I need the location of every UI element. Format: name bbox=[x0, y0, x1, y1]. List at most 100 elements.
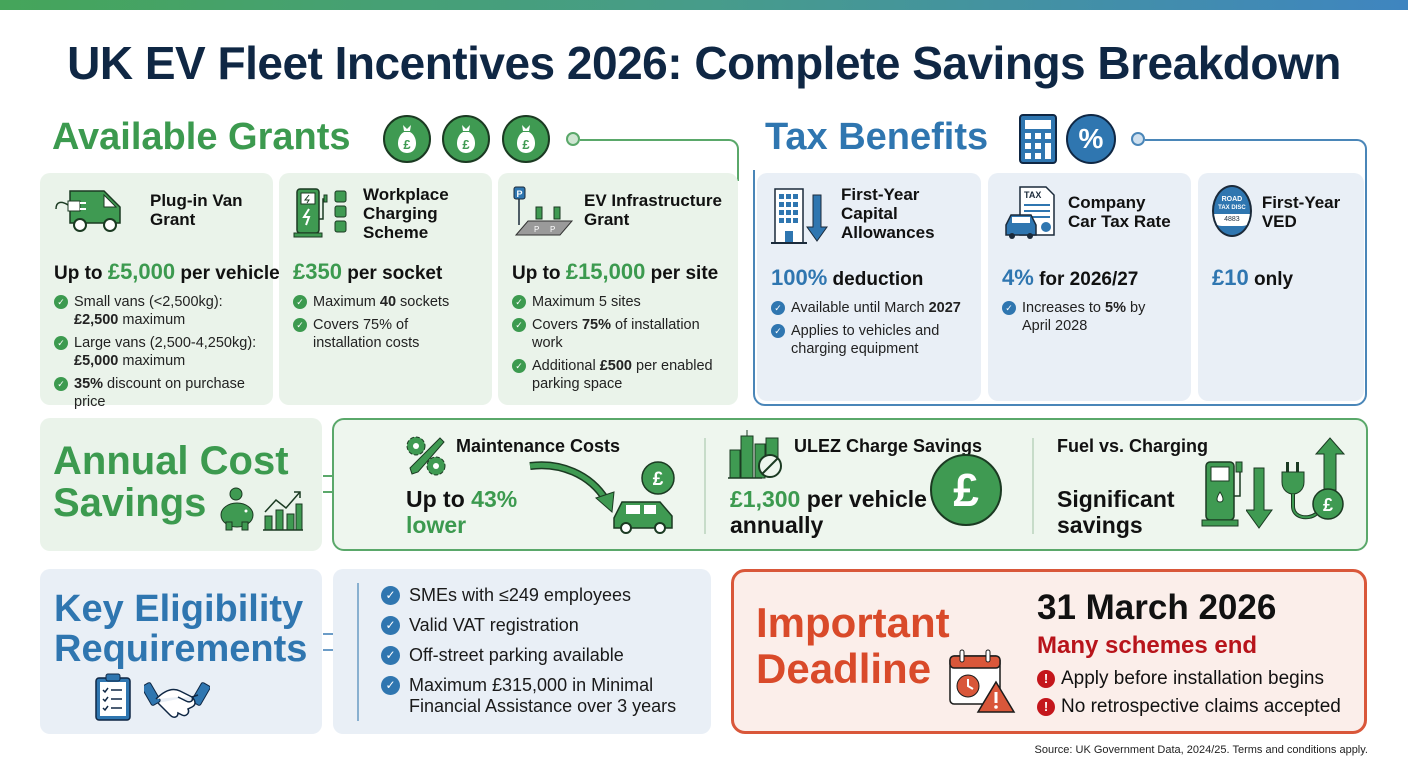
grants-heading: Available Grants bbox=[52, 116, 351, 158]
alert-icon: ! bbox=[1037, 670, 1055, 688]
connector-dot bbox=[1131, 132, 1145, 146]
svg-text:P: P bbox=[550, 225, 555, 234]
list-item: ✓ Applies to vehicles and charging equipm… bbox=[771, 322, 967, 358]
alert-icon: ! bbox=[1037, 698, 1055, 716]
fuel-pump-icon bbox=[1200, 436, 1248, 532]
list-item: ✓ Off-street parking available bbox=[381, 645, 681, 666]
svg-text:TAX: TAX bbox=[1024, 190, 1041, 200]
calculator-icon bbox=[1019, 114, 1057, 164]
card-title: Company Car Tax Rate bbox=[1068, 193, 1171, 231]
check-icon: ✓ bbox=[771, 324, 785, 338]
card-headline: 4% for 2026/27 bbox=[1002, 265, 1139, 290]
card-title: Plug-in Van Grant bbox=[150, 191, 243, 229]
page-title: UK EV Fleet Incentives 2026: Complete Sa… bbox=[67, 37, 1341, 89]
card-title: First-Year Capital Allowances bbox=[841, 185, 935, 242]
pound-coin-icon: £ bbox=[930, 454, 1002, 526]
check-icon: ✓ bbox=[54, 336, 68, 350]
check-icon: ✓ bbox=[512, 359, 526, 373]
check-icon: ✓ bbox=[381, 616, 400, 635]
savings-item-title: Fuel vs. Charging bbox=[1057, 436, 1209, 456]
svg-text:P: P bbox=[534, 225, 539, 234]
card-headline: 100% deduction bbox=[771, 265, 924, 290]
list-item: ✓ Covers 75% of installation costs bbox=[293, 316, 478, 352]
car-pound-icon: £ bbox=[520, 458, 680, 534]
tax-heading: Tax Benefits bbox=[765, 116, 989, 158]
savings-item-title: Maintenance Costs bbox=[456, 436, 621, 456]
svg-text:P: P bbox=[516, 189, 522, 199]
list-item: ✓ Valid VAT registration bbox=[381, 615, 681, 636]
list-item: ✓ Available until March 2027 bbox=[771, 299, 967, 317]
deadline-list: ! Apply before installation begins ! No re… bbox=[1037, 668, 1341, 724]
card-headline: Up to £15,000 per site bbox=[512, 259, 719, 284]
divider bbox=[704, 438, 706, 534]
card-headline: £10 only bbox=[1212, 265, 1294, 290]
connector-dot bbox=[566, 132, 580, 146]
svg-text:£: £ bbox=[653, 469, 664, 490]
tax-card-company-car: TAX Company Car Tax Rate 4% for 2026/27 … bbox=[988, 173, 1191, 401]
list-item: ✓ Maximum 5 sites bbox=[512, 293, 724, 311]
list-item: ✓ Additional £500 per enabled parking spa… bbox=[512, 357, 724, 393]
tax-card-capital-allowances: First-Year Capital Allowances 100% deduc… bbox=[757, 173, 981, 401]
check-icon: ✓ bbox=[381, 646, 400, 665]
plug-pound-arrows-icon: £ bbox=[1246, 434, 1354, 534]
city-no-charge-icon bbox=[728, 430, 784, 480]
list-item: ✓ 35% discount on purchase price bbox=[54, 375, 259, 411]
calendar-warning-icon bbox=[948, 648, 1018, 718]
eligibility-list: ✓ SMEs with ≤249 employees ✓ Valid VAT reg… bbox=[381, 585, 681, 726]
bullet-list: ✓ Maximum 5 sites ✓ Covers 75% of installa… bbox=[512, 293, 724, 393]
list-item: ✓ Maximum £315,000 in Minimal Financial A… bbox=[381, 675, 681, 717]
list-item: ! Apply before installation begins bbox=[1037, 668, 1341, 690]
list-item: ✓ SMEs with ≤249 employees bbox=[381, 585, 681, 606]
eligibility-heading: Key Eligibility Requirements bbox=[54, 588, 308, 670]
check-icon: ✓ bbox=[54, 295, 68, 309]
card-title: Workplace Charging Scheme bbox=[363, 185, 449, 242]
connector-line bbox=[1145, 139, 1367, 181]
tax-document-car-icon: TAX bbox=[1002, 185, 1058, 241]
check-icon: ✓ bbox=[293, 318, 307, 332]
bullet-list: ✓ Small vans (<2,500kg): £2,500 maximum ✓… bbox=[54, 293, 259, 411]
check-icon: ✓ bbox=[381, 586, 400, 605]
svg-text:£: £ bbox=[403, 137, 411, 152]
deadline-subtitle: Many schemes end bbox=[1037, 632, 1258, 659]
handshake-icon bbox=[144, 675, 210, 721]
savings-heading-panel: Annual Cost Savings bbox=[40, 418, 322, 551]
savings-item-value: Up to 43% lower bbox=[406, 486, 518, 538]
check-icon: ✓ bbox=[293, 295, 307, 309]
card-headline: £350 per socket bbox=[293, 259, 443, 284]
tax-section-outline bbox=[753, 170, 1367, 406]
savings-item-value: Significant savings bbox=[1057, 486, 1175, 538]
check-icon: ✓ bbox=[54, 377, 68, 391]
electric-van-icon bbox=[54, 185, 130, 233]
list-item: ✓ Covers 75% of installation work bbox=[512, 316, 724, 352]
road-tax-disc-icon: ROAD TAX DISC 4883 bbox=[1212, 185, 1252, 237]
bullet-list: ✓ Maximum 40 sockets ✓ Covers 75% of insta… bbox=[293, 293, 478, 352]
grant-card-plug-in-van: Plug-in Van Grant Up to £5,000 per vehic… bbox=[40, 173, 280, 410]
deadline-date: 31 March 2026 bbox=[1037, 588, 1277, 627]
svg-text:£: £ bbox=[462, 137, 470, 152]
charging-station-icon bbox=[293, 185, 353, 239]
building-down-arrow-icon bbox=[771, 185, 831, 247]
savings-heading: Annual Cost Savings bbox=[53, 439, 289, 525]
check-icon: ✓ bbox=[512, 295, 526, 309]
card-title: EV Infrastructure Grant bbox=[584, 191, 722, 229]
list-item: ! No retrospective claims accepted bbox=[1037, 696, 1341, 718]
connector-line bbox=[580, 139, 739, 181]
bullet-list: ✓ Available until March 2027 ✓ Applies to … bbox=[771, 299, 967, 358]
deadline-panel: Important Deadline 31 March 2026 Many sc… bbox=[731, 569, 1367, 734]
money-bag-icon: £ bbox=[383, 115, 431, 163]
eligibility-panel: ✓ SMEs with ≤249 employees ✓ Valid VAT reg… bbox=[333, 569, 711, 734]
deadline-heading: Important Deadline bbox=[756, 599, 950, 692]
growth-chart-icon bbox=[262, 488, 304, 532]
svg-text:£: £ bbox=[522, 137, 530, 152]
list-item: ✓ Increases to 5% by April 2028 bbox=[1002, 299, 1177, 335]
savings-item-title: ULEZ Charge Savings bbox=[794, 436, 983, 456]
checklist-icon bbox=[94, 672, 134, 722]
savings-item-value: £1,300 per vehicle annually bbox=[730, 486, 927, 538]
check-icon: ✓ bbox=[771, 301, 785, 315]
source-note: Source: UK Government Data, 2024/25. Ter… bbox=[1034, 744, 1368, 756]
savings-panel: Maintenance Costs Up to 43% lower £ ULEZ … bbox=[332, 418, 1368, 551]
percent-icon: % bbox=[1066, 114, 1116, 164]
card-title: First-Year VED bbox=[1261, 193, 1341, 231]
check-icon: ✓ bbox=[512, 318, 526, 332]
grant-card-ev-infrastructure: P P P EV Infrastructure Grant Up to £15,00… bbox=[498, 173, 738, 405]
